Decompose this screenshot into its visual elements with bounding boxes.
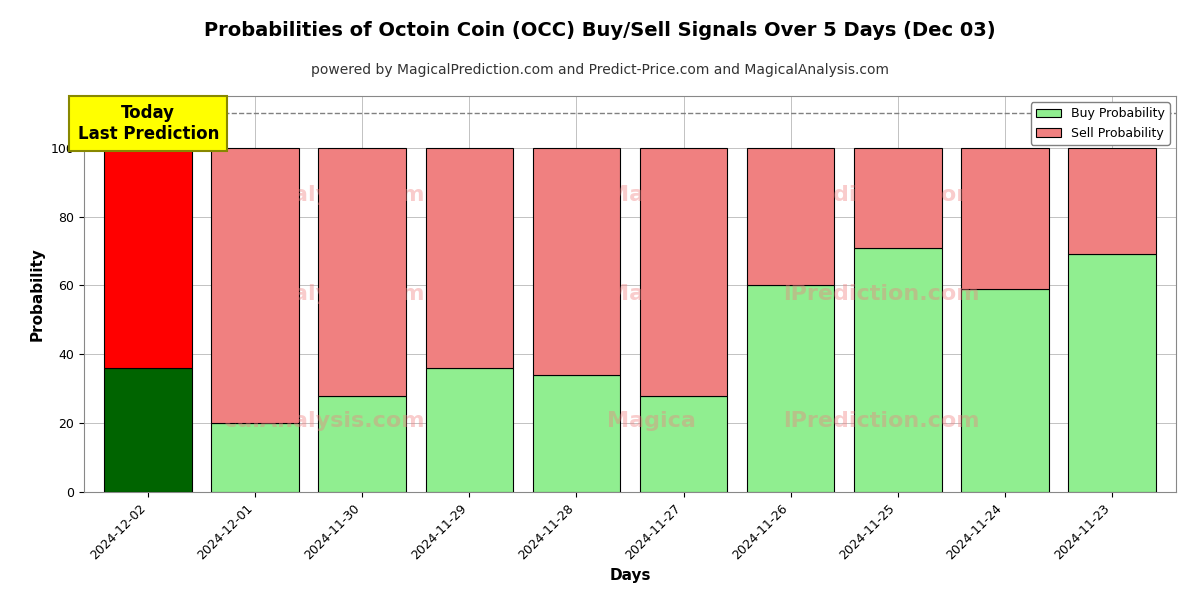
Text: calAnalysis.com: calAnalysis.com [224,185,425,205]
Text: Magica: Magica [607,284,696,304]
Bar [640,395,727,492]
Text: Magica: Magica [607,411,696,431]
Legend: Buy Probability, Sell Probability: Buy Probability, Sell Probability [1031,102,1170,145]
Y-axis label: Probability: Probability [30,247,44,341]
Text: Probabilities of Octoin Coin (OCC) Buy/Sell Signals Over 5 Days (Dec 03): Probabilities of Octoin Coin (OCC) Buy/S… [204,21,996,40]
Text: lPrediction.com: lPrediction.com [782,284,979,304]
Text: powered by MagicalPrediction.com and Predict-Price.com and MagicalAnalysis.com: powered by MagicalPrediction.com and Pre… [311,63,889,77]
Text: lPrediction.com: lPrediction.com [782,411,979,431]
Bar [426,368,514,492]
Bar [640,148,727,395]
Bar [746,148,834,286]
Bar [211,423,299,492]
Text: Magica: Magica [607,185,696,205]
Bar [1068,254,1156,492]
Bar [104,368,192,492]
Bar [211,148,299,423]
Bar [1068,148,1156,254]
Text: calAnalysis.com: calAnalysis.com [224,284,425,304]
X-axis label: Days: Days [610,568,650,583]
Bar [961,148,1049,289]
Text: lPrediction.com: lPrediction.com [782,185,979,205]
Text: Today
Last Prediction: Today Last Prediction [78,104,218,143]
Bar [853,248,942,492]
Bar [426,148,514,368]
Bar [533,375,620,492]
Text: calAnalysis.com: calAnalysis.com [224,411,425,431]
Bar [853,148,942,248]
Bar [104,148,192,368]
Bar [318,395,407,492]
Bar [746,286,834,492]
Bar [961,289,1049,492]
Bar [533,148,620,375]
Bar [318,148,407,395]
